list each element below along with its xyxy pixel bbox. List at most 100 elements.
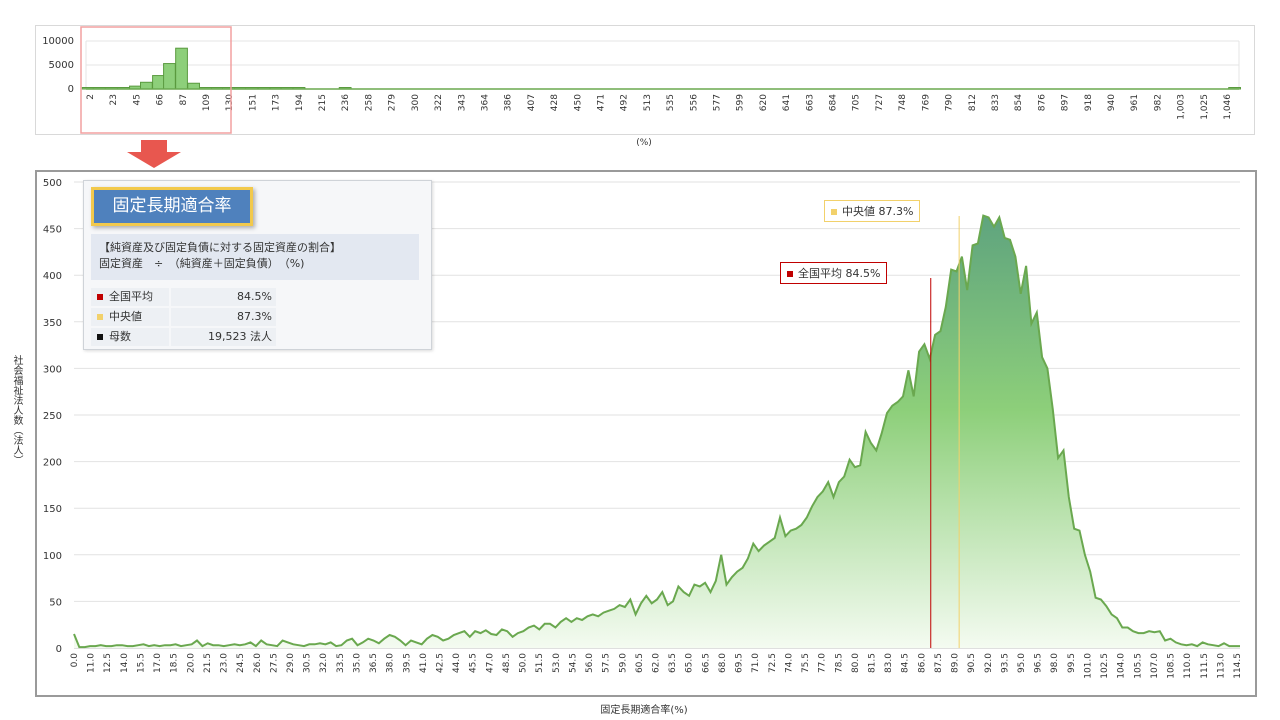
main-y-tick-label: 400	[43, 271, 62, 282]
main-x-tick-label: 32.0	[319, 653, 329, 673]
main-x-tick-label: 104.0	[1117, 653, 1127, 679]
overview-x-tick-label: 620	[759, 94, 769, 111]
main-x-tick-label: 12.5	[103, 653, 113, 673]
main-x-tick-label: 86.0	[917, 653, 927, 673]
main-y-axis-title: 社会福祉法人数（法人）	[11, 355, 22, 465]
overview-x-tick-label: 386	[504, 94, 514, 111]
main-x-tick-label: 111.5	[1200, 653, 1210, 679]
main-x-tick-label: 110.0	[1183, 653, 1193, 679]
main-x-tick-label: 23.0	[220, 653, 230, 673]
main-x-tick-label: 105.5	[1133, 653, 1143, 679]
main-x-tick-label: 60.5	[635, 653, 645, 673]
main-x-tick-label: 90.5	[967, 653, 977, 673]
overview-x-tick-label: 641	[782, 94, 792, 111]
overview-x-tick-label: 599	[736, 94, 746, 111]
main-x-tick-label: 78.5	[834, 653, 844, 673]
overview-x-tick-label: 1,046	[1223, 94, 1233, 120]
main-x-tick-label: 83.0	[884, 653, 894, 673]
stat-label: 中央値	[109, 310, 142, 323]
overview-x-tick-label: 961	[1130, 94, 1140, 111]
overview-x-tick-label: 194	[295, 94, 305, 111]
main-x-tick-label: 114.5	[1233, 653, 1243, 679]
overview-x-tick-label: 769	[921, 94, 931, 111]
main-x-tick-label: 41.0	[419, 653, 429, 673]
main-x-tick-label: 74.0	[784, 653, 794, 673]
main-x-tick-label: 54.5	[568, 653, 578, 673]
overview-x-tick-label: 940	[1107, 94, 1117, 111]
overview-x-tick-label: 918	[1084, 94, 1094, 111]
main-x-tick-label: 14.0	[120, 653, 130, 673]
main-y-tick-label: 0	[56, 644, 62, 655]
main-x-tick-label: 50.0	[519, 653, 529, 673]
main-y-tick-label: 350	[43, 318, 62, 329]
main-y-tick-label: 50	[49, 597, 62, 608]
main-x-axis-title: 固定長期適合率(%)	[600, 705, 688, 716]
mean-icon	[787, 270, 793, 277]
main-x-tick-label: 45.5	[469, 653, 479, 673]
main-x-tick-label: 44.0	[452, 653, 462, 673]
overview-x-tick-label: 279	[388, 94, 398, 111]
formula-line-1: 【純資産及び固定負債に対する固定資産の割合】	[99, 241, 341, 254]
stat-row-mean: 全国平均 84.5%	[91, 288, 276, 306]
overview-x-tick-label: 876	[1037, 94, 1047, 111]
stat-row-count: 母数 19,523 法人	[91, 328, 276, 346]
info-title: 固定長期適合率	[91, 187, 253, 226]
main-x-tick-label: 108.5	[1167, 653, 1177, 679]
median-icon	[97, 313, 103, 320]
main-x-tick-label: 59.0	[618, 653, 628, 673]
median-icon	[831, 208, 837, 215]
overview-x-tick-label: 982	[1153, 94, 1163, 111]
overview-x-tick-label: 1,025	[1200, 94, 1210, 120]
overview-x-tick-label: 151	[248, 94, 258, 111]
overview-y-tick-label: 5000	[49, 60, 74, 71]
main-x-tick-label: 95.0	[1017, 653, 1027, 673]
mean-callout-text: 全国平均 84.5%	[798, 267, 881, 280]
info-panel: 固定長期適合率 【純資産及び固定負債に対する固定資産の割合】 固定資産 ÷ （純…	[83, 180, 432, 350]
overview-x-tick-label: 577	[713, 94, 723, 111]
main-x-tick-label: 17.0	[153, 653, 163, 673]
main-x-tick-label: 89.0	[951, 653, 961, 673]
main-x-tick-label: 39.5	[402, 653, 412, 673]
main-x-tick-label: 20.0	[186, 653, 196, 673]
overview-x-tick-label: 215	[318, 94, 328, 111]
main-x-tick-label: 68.0	[718, 653, 728, 673]
main-x-tick-label: 11.0	[87, 653, 97, 673]
overview-x-tick-label: 471	[596, 94, 606, 111]
main-x-tick-label: 98.0	[1050, 653, 1060, 673]
overview-bar	[152, 75, 165, 90]
main-x-tick-label: 75.5	[801, 653, 811, 673]
main-x-tick-label: 102.5	[1100, 653, 1110, 679]
main-x-tick-label: 30.5	[303, 653, 313, 673]
stat-value: 84.5%	[171, 288, 276, 306]
overview-x-tick-label: 130	[225, 94, 235, 111]
overview-x-axis-title: (%)	[636, 138, 652, 148]
main-x-tick-label: 72.5	[768, 653, 778, 673]
main-x-tick-label: 26.0	[253, 653, 263, 673]
overview-x-tick-label: 258	[364, 94, 374, 111]
overview-histogram: 10000 5000 0 2 23 45 66 87 109 130 151 173 194 215 23…	[42, 26, 1241, 134]
overview-bar	[163, 63, 176, 90]
overview-bar	[140, 81, 153, 90]
overview-x-tick-label: 109	[202, 94, 212, 111]
main-x-tick-label: 107.0	[1150, 653, 1160, 679]
info-formula: 【純資産及び固定負債に対する固定資産の割合】 固定資産 ÷ （純資産＋固定負債）…	[91, 234, 419, 280]
main-x-tick-label: 42.5	[436, 653, 446, 673]
overview-chart: 10000 5000 0 2 23 45 66 87 109 130 151 173 194 215 23…	[35, 25, 1255, 135]
main-y-tick-label: 150	[43, 504, 62, 515]
selection-window[interactable]	[80, 26, 232, 134]
overview-x-tick-label: 343	[457, 94, 467, 111]
main-x-tick-label: 33.5	[336, 653, 346, 673]
overview-x-tick-label: 684	[829, 94, 839, 111]
main-x-tick-label: 87.5	[934, 653, 944, 673]
stat-label: 母数	[109, 330, 131, 343]
main-x-tick-label: 66.5	[701, 653, 711, 673]
main-x-tick-label: 51.5	[535, 653, 545, 673]
overview-x-tick-label: 364	[480, 94, 490, 111]
zoom-arrow-icon	[127, 140, 181, 168]
overview-x-tick-label: 66	[156, 94, 166, 106]
stat-row-median: 中央値 87.3%	[91, 308, 276, 326]
overview-x-tick-label: 23	[109, 94, 119, 105]
overview-x-tick-label: 428	[550, 94, 560, 111]
overview-x-tick-label: 535	[666, 94, 676, 111]
overview-x-tick-label: 833	[991, 94, 1001, 111]
